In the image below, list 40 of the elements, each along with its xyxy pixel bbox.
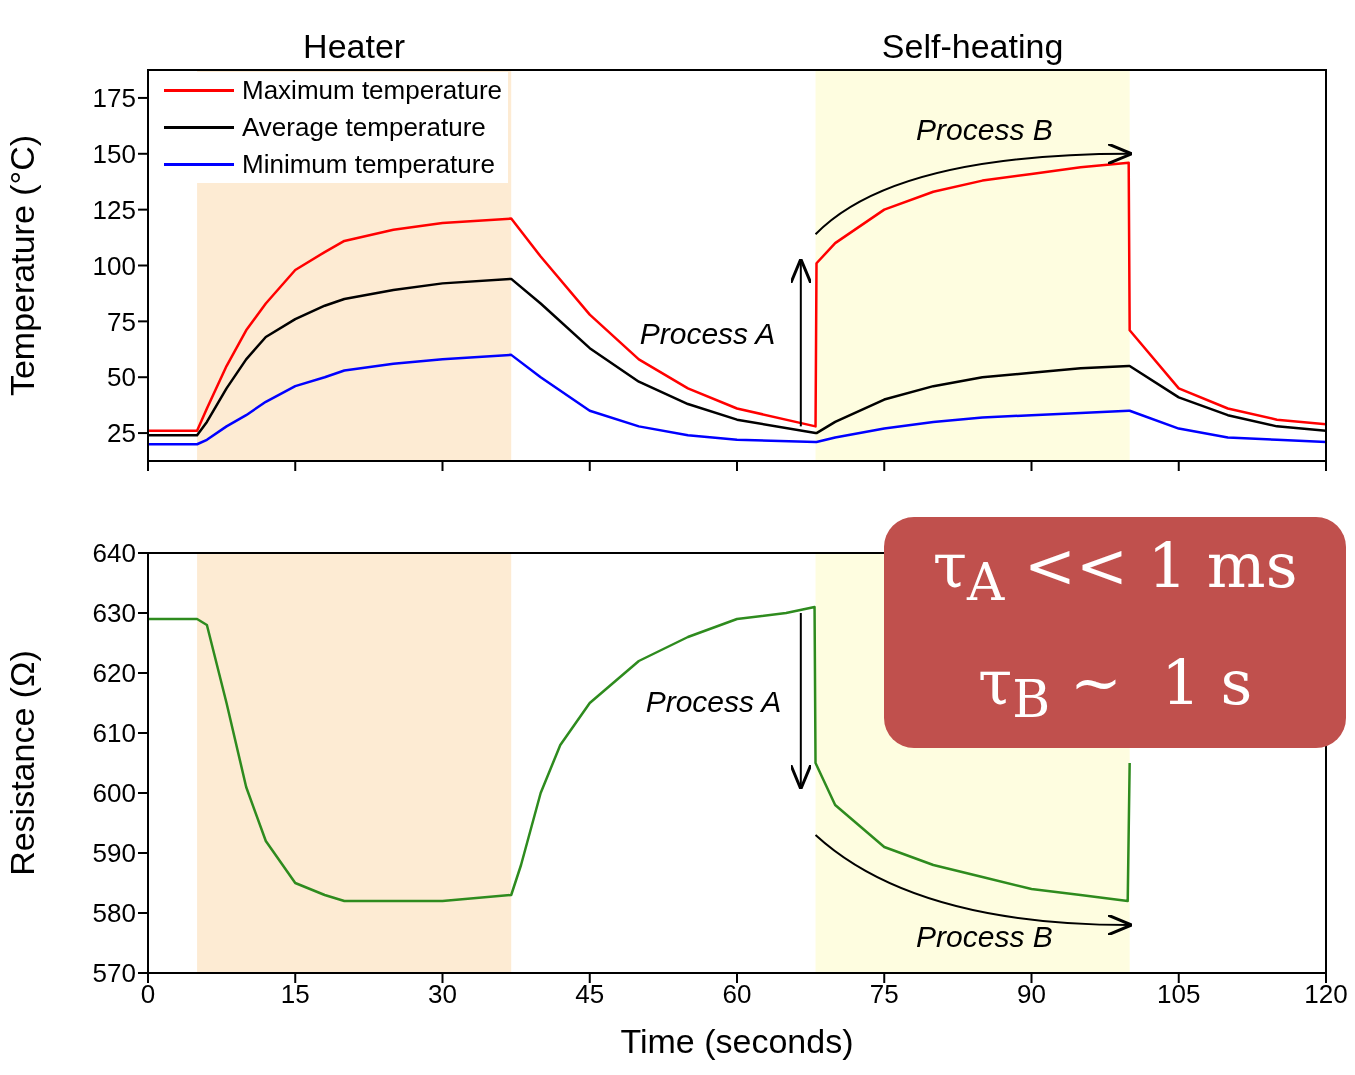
- y-tick-label: 570: [92, 958, 136, 989]
- annotation: Process A: [639, 316, 776, 350]
- legend-label: Minimum temperature: [242, 148, 495, 181]
- line-series: [148, 605, 1131, 903]
- y-tick-label: 640: [92, 538, 136, 569]
- y-tick-label: 50: [107, 362, 136, 393]
- x-tick-label: 90: [1017, 979, 1046, 1010]
- x-tick-label: 30: [428, 979, 457, 1010]
- y-tick-label: 75: [107, 306, 136, 337]
- x-tick-label: 15: [280, 979, 310, 1010]
- legend-label: Maximum temperature: [242, 74, 503, 107]
- y-tick-label: 580: [92, 898, 136, 929]
- y-tick-label: 25: [107, 418, 136, 449]
- y-tick-label: 630: [92, 598, 136, 629]
- x-tick-label: 105: [1157, 979, 1201, 1010]
- x-tick-label: 0: [140, 979, 156, 1010]
- annotation: Process B: [916, 920, 1053, 954]
- y-tick-label: 590: [92, 838, 136, 869]
- x-axis-title: Time (seconds): [620, 1022, 854, 1060]
- y-tick-label: 100: [92, 250, 136, 281]
- x-tick-label: 120: [1304, 979, 1348, 1010]
- y-tick-label: 600: [92, 778, 136, 809]
- annotation: Process A: [645, 685, 782, 719]
- y-tick-label: 125: [92, 194, 136, 225]
- y-tick-label: 620: [92, 658, 136, 689]
- annotation: Process B: [916, 113, 1053, 147]
- x-tick-label: 75: [869, 979, 899, 1010]
- x-tick-label: 45: [575, 979, 605, 1010]
- line-series: [148, 353, 1326, 446]
- band-label: Self-heating: [881, 27, 1064, 65]
- y-tick-label: 610: [92, 718, 136, 749]
- annotation: τ$_{B}$ ~ 1 s: [977, 644, 1253, 731]
- band-label: Heater: [303, 27, 406, 65]
- legend-label: Average temperature: [242, 111, 486, 144]
- y-tick-label: 175: [92, 83, 136, 114]
- annotation: τ$_{A}$ << 1 ms: [932, 528, 1298, 615]
- y-axis-title: Temperature (°C): [3, 134, 42, 397]
- y-axis-title: Resistance (Ω): [3, 650, 42, 876]
- y-tick-label: 150: [92, 139, 136, 170]
- x-tick-label: 60: [722, 979, 752, 1010]
